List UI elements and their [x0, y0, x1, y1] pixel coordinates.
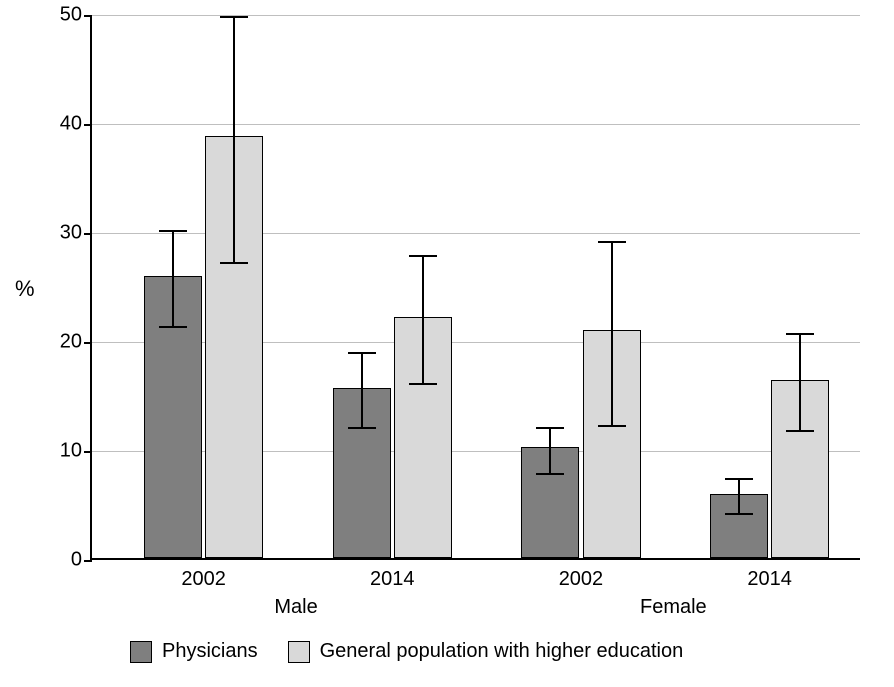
- gridline: [92, 15, 860, 16]
- error-cap: [725, 513, 753, 515]
- error-cap: [786, 430, 814, 432]
- error-bar: [611, 241, 613, 425]
- error-cap: [159, 230, 187, 232]
- gridline: [92, 124, 860, 125]
- error-bar: [738, 478, 740, 513]
- x-group-label: Female: [640, 558, 707, 619]
- x-year-label: 2002: [559, 558, 604, 591]
- ytick-label: 10: [60, 440, 92, 463]
- error-cap: [348, 427, 376, 429]
- legend-swatch: [130, 641, 152, 663]
- ytick-label: 20: [60, 331, 92, 354]
- error-bar: [361, 352, 363, 427]
- error-bar: [549, 427, 551, 473]
- error-bar: [172, 230, 174, 326]
- legend-item: Physicians: [130, 640, 258, 663]
- error-cap: [409, 255, 437, 257]
- error-cap: [348, 352, 376, 354]
- x-group-label: Male: [274, 558, 317, 619]
- y-axis-title: %: [15, 276, 35, 302]
- chart-container: 010203040502002Male20142002Female2014 % …: [0, 0, 894, 687]
- ytick-label: 0: [71, 549, 92, 572]
- error-cap: [725, 478, 753, 480]
- legend-item: General population with higher education: [288, 640, 684, 663]
- legend-label: Physicians: [162, 640, 258, 663]
- error-bar: [233, 16, 235, 262]
- error-cap: [536, 427, 564, 429]
- error-cap: [598, 241, 626, 243]
- error-cap: [536, 473, 564, 475]
- legend-swatch: [288, 641, 310, 663]
- error-cap: [598, 425, 626, 427]
- x-year-label: 2002: [181, 558, 226, 591]
- error-bar: [422, 255, 424, 384]
- ytick-label: 40: [60, 113, 92, 136]
- error-cap: [409, 383, 437, 385]
- error-cap: [220, 16, 248, 18]
- x-year-label: 2014: [370, 558, 415, 591]
- plot-area: 010203040502002Male20142002Female2014: [90, 15, 860, 560]
- error-cap: [786, 333, 814, 335]
- legend: Physicians General population with higher…: [130, 640, 683, 663]
- error-cap: [220, 262, 248, 264]
- ytick-label: 30: [60, 222, 92, 245]
- error-bar: [799, 333, 801, 430]
- ytick-label: 50: [60, 4, 92, 27]
- legend-label: General population with higher education: [320, 640, 684, 663]
- x-year-label: 2014: [747, 558, 792, 591]
- error-cap: [159, 326, 187, 328]
